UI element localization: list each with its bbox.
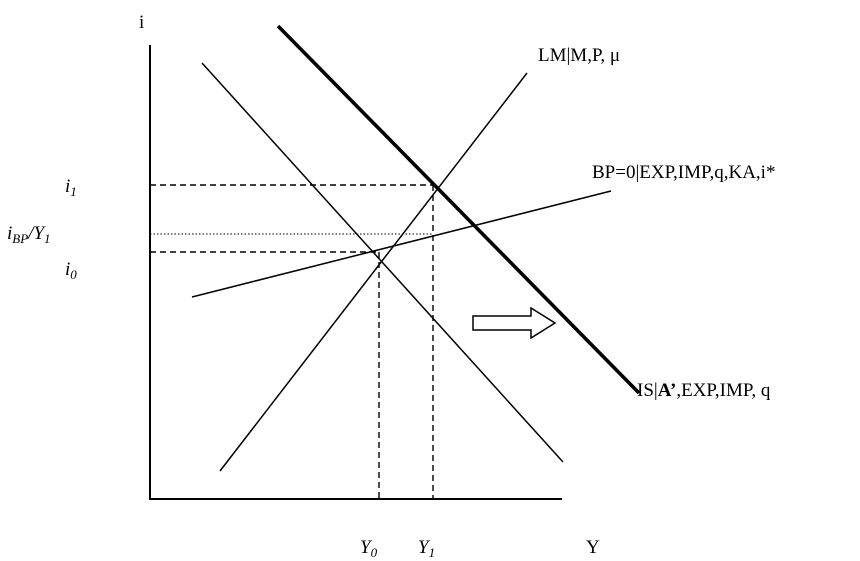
is-initial-curve [201, 62, 564, 463]
y1-label: Y1 [418, 537, 435, 560]
shift-right-arrow [472, 306, 557, 340]
lm-curve [219, 72, 528, 472]
y0-label: Y0 [360, 537, 378, 560]
i1-label: i1 [65, 176, 77, 199]
i0-label: i0 [65, 259, 77, 282]
bp-curve-label: BP=0|EXP,IMP,q,KA,i* [592, 162, 775, 183]
lm-curve-label: LM|M,P, μ [538, 45, 620, 66]
x-axis-label: Y [586, 537, 600, 558]
is-shifted-curve [276, 24, 641, 395]
is-curve-label: IS|A’,EXP,IMP, q [637, 380, 771, 401]
bp-curve [191, 190, 612, 298]
ibp-label: iBP/Y1 [7, 223, 51, 246]
y-axis-label: i [139, 12, 144, 33]
